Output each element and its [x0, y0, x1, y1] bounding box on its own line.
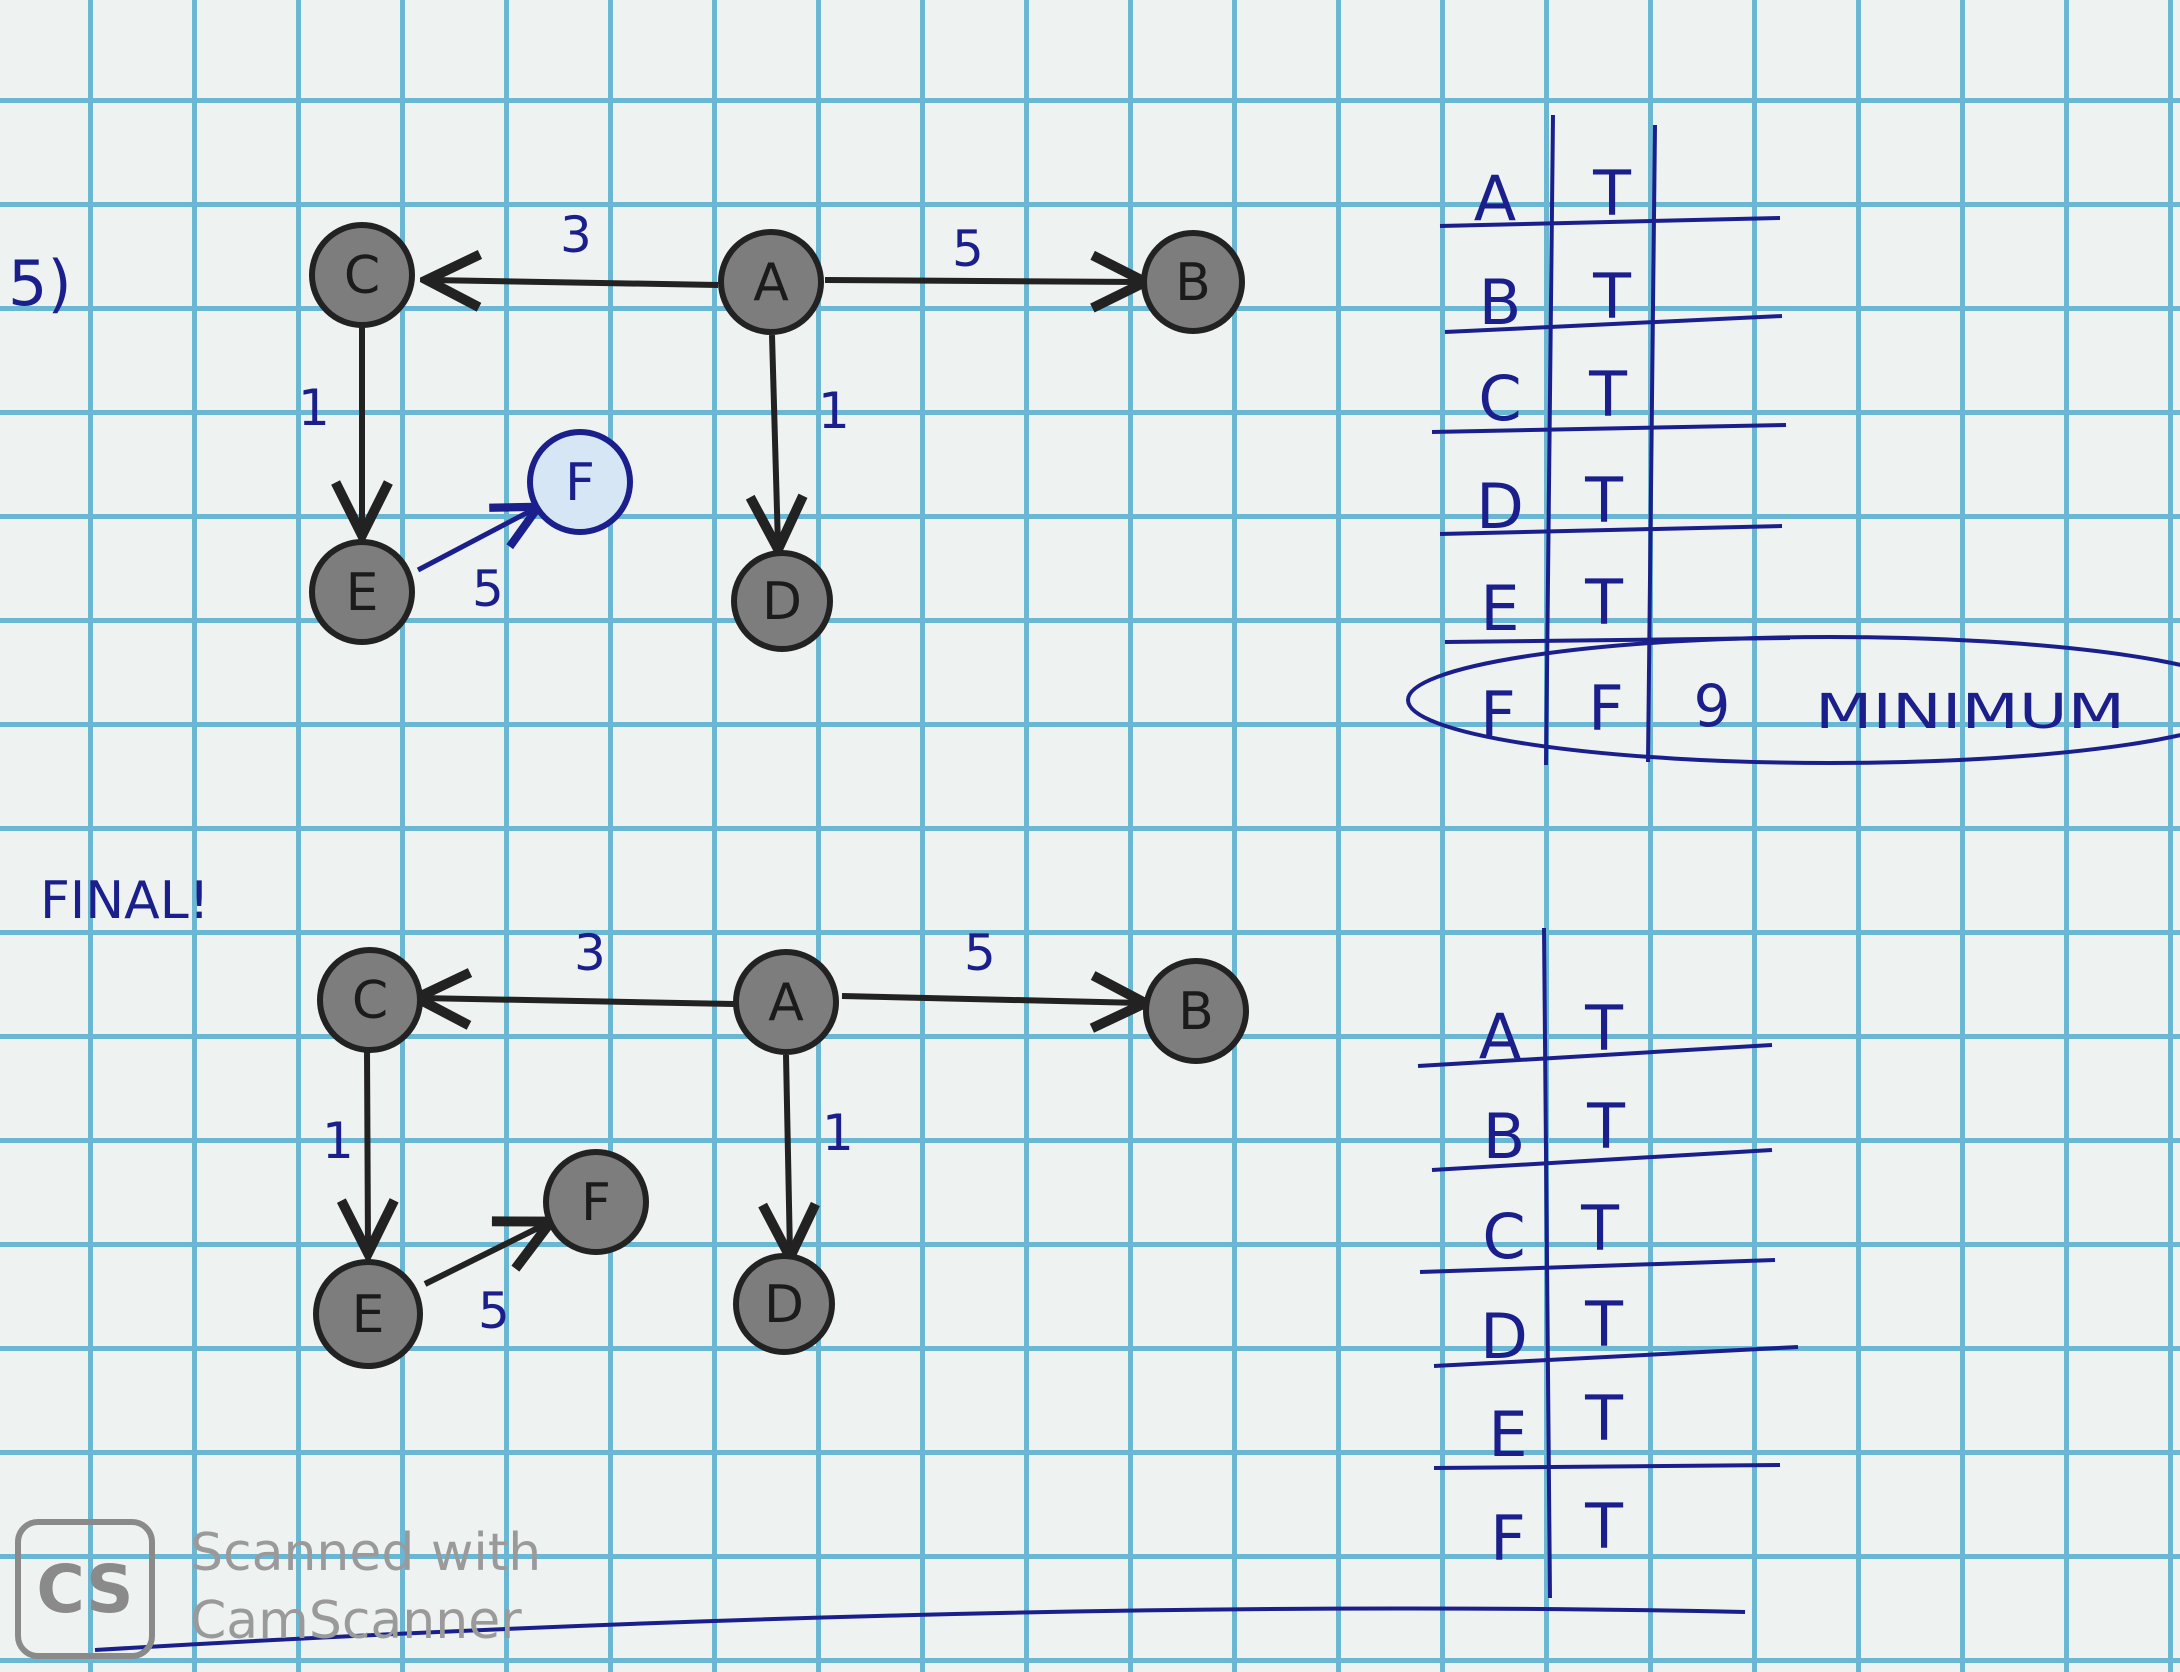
table1-minimum-ellipse [1406, 635, 2180, 765]
graph2-edge-c-e [367, 1048, 368, 1250]
table1-row-f-visited: F [1588, 672, 1624, 745]
graph2-node-d-label: D [764, 1275, 804, 1335]
table1-rule-1 [1439, 216, 1781, 228]
table1-row-b-node: B [1479, 266, 1522, 339]
graph1-node-d-label: D [762, 572, 802, 632]
table-1: A T B T C T D T E T F F 9 MINIMUM [1406, 114, 2180, 766]
camscanner-logo-text: CS [36, 1551, 133, 1628]
camscanner-line-2: CamScanner [190, 1591, 522, 1651]
table1-divider-2 [1646, 124, 1657, 763]
table2-row-a-visited: T [1584, 992, 1624, 1065]
table1-row-d-visited: T [1584, 464, 1624, 537]
table1-row-f-node: F [1480, 678, 1516, 751]
graph1-edge-a-d [772, 334, 778, 546]
table-2: A T B T C T D T E T F T [1417, 927, 1799, 1599]
table1-row-d-node: D [1476, 470, 1524, 543]
table2-row-b-visited: T [1586, 1090, 1626, 1163]
graph2-node-c-label: C [352, 971, 388, 1031]
table2-rule-5 [1433, 1463, 1781, 1470]
graph1-node-c: C [309, 222, 415, 328]
graph2-edge-a-b [841, 996, 1142, 1003]
graph1-weight-a-c: 3 [560, 206, 592, 264]
graph2-node-a-label: A [768, 973, 804, 1033]
graph2-edge-e-f [423, 1223, 548, 1287]
graph1-node-f: F [527, 429, 633, 535]
graph1-edge-a-b [824, 280, 1142, 282]
final-label: FINAL! [40, 871, 210, 931]
graph2-weight-e-f: 5 [478, 1282, 510, 1340]
graph1-weight-e-f: 5 [472, 560, 504, 618]
graph1-node-f-label: F [565, 453, 595, 513]
graph1-edge-a-c [430, 280, 719, 285]
graph2-weight-a-c: 3 [574, 924, 606, 982]
camscanner-line-1: Scanned with [190, 1523, 541, 1583]
graph2-weight-a-b: 5 [964, 924, 996, 982]
table2-row-f-node: F [1490, 1502, 1526, 1575]
graph1-weight-a-d: 1 [818, 382, 850, 440]
table1-row-e-node: E [1480, 572, 1519, 645]
graph2-node-b-label: B [1178, 982, 1214, 1042]
table2-row-e-node: E [1488, 1398, 1527, 1471]
table1-divider-1 [1544, 114, 1555, 766]
graph2-node-e: E [313, 1259, 423, 1369]
graph2-node-f-label: F [581, 1173, 611, 1233]
graph1-weight-a-b: 5 [952, 220, 984, 278]
graph2-node-f: F [543, 1149, 649, 1255]
table1-rule-3 [1431, 423, 1787, 434]
table2-row-e-visited: T [1584, 1382, 1624, 1455]
table2-row-a-node: A [1479, 1000, 1521, 1073]
table2-rule-3 [1419, 1258, 1776, 1274]
graph2-edge-a-c [420, 998, 735, 1004]
graph2-node-b: B [1143, 958, 1249, 1064]
table1-row-e-visited: T [1584, 566, 1624, 639]
table2-row-d-node: D [1480, 1300, 1528, 1373]
graph1-node-e: E [309, 539, 415, 645]
table1-row-f-distance: 9 [1694, 672, 1731, 740]
table2-divider [1542, 927, 1552, 1599]
table2-row-b-node: B [1483, 1100, 1526, 1173]
bottom-underline [94, 1606, 1746, 1652]
graph1-node-c-label: C [344, 246, 380, 306]
graph-1: 3 5 1 1 5 A B C D E F [298, 206, 1245, 652]
table2-rule-2 [1431, 1148, 1773, 1172]
table2-row-c-visited: T [1580, 1192, 1620, 1265]
graph2-node-a: A [733, 949, 839, 1055]
table1-row-b-visited: T [1592, 260, 1632, 333]
graph1-weight-c-e: 1 [298, 379, 330, 437]
table1-rule-2 [1444, 314, 1783, 334]
table2-row-c-node: C [1482, 1200, 1525, 1273]
table1-row-a-node: A [1474, 162, 1516, 235]
graph1-node-d: D [731, 550, 833, 652]
table2-row-d-visited: T [1584, 1288, 1624, 1361]
problem-label: 5) [8, 247, 72, 320]
graph-2: 3 5 1 1 5 A B C D E F [313, 924, 1249, 1369]
table1-row-a-visited: T [1592, 157, 1632, 230]
camscanner-watermark: CS Scanned with CamScanner [15, 1519, 541, 1659]
graph2-weight-c-e: 1 [322, 1112, 354, 1170]
graph2-edge-a-d [786, 1054, 790, 1254]
table2-rule-4 [1433, 1345, 1799, 1368]
table1-rule-4 [1439, 524, 1783, 536]
camscanner-logo-icon [15, 1519, 155, 1659]
graph1-edge-e-f [416, 508, 536, 573]
graph1-node-b: B [1141, 230, 1245, 334]
graph2-weight-a-d: 1 [822, 1104, 854, 1162]
graph1-node-e-label: E [346, 563, 379, 623]
graph1-node-b-label: B [1175, 253, 1211, 313]
graph2-node-e-label: E [352, 1285, 385, 1345]
graph2-node-c: C [317, 947, 423, 1053]
table1-row-f-note: MINIMUM [1815, 684, 2125, 740]
graph1-node-a-label: A [753, 253, 789, 313]
table2-rule-1 [1417, 1043, 1773, 1068]
table1-row-c-node: C [1478, 362, 1521, 435]
table2-row-f-visited: T [1584, 1490, 1624, 1563]
table1-row-c-visited: T [1588, 358, 1628, 431]
graph1-node-a: A [718, 229, 824, 335]
graph2-node-d: D [733, 1253, 835, 1355]
